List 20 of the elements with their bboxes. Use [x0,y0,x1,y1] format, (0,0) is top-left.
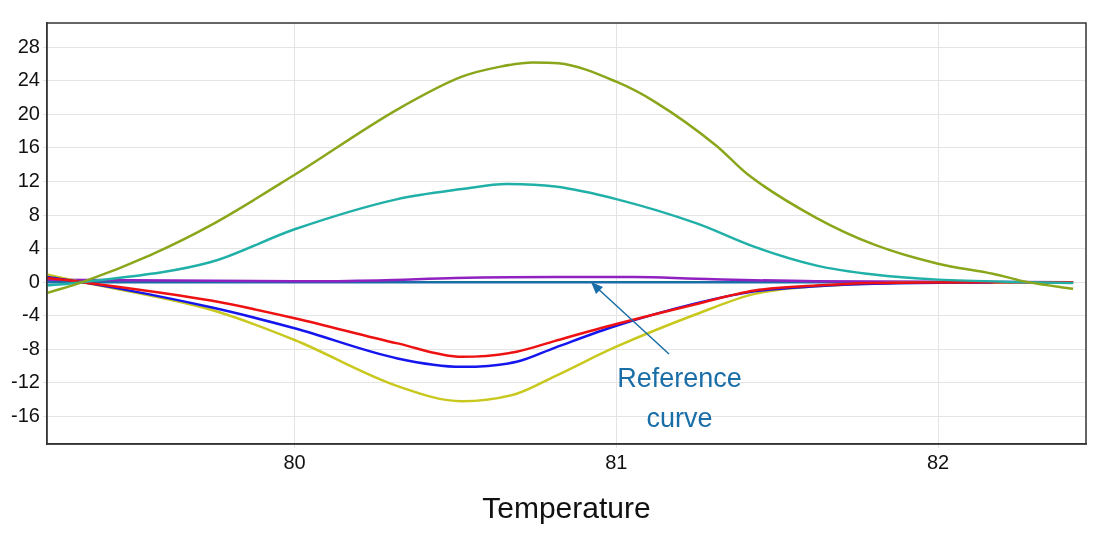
x-tick-label: 82 [926,450,950,473]
line-series [46,61,1075,295]
line-series [46,182,1075,287]
y-tick-label: -8 [22,336,40,359]
annotation: Reference curve [616,362,743,436]
y-tick-label: -12 [11,370,40,393]
y-tick-label: 12 [17,169,40,192]
y-tick-label: 28 [17,34,40,57]
line-series [46,276,1075,359]
y-tick-label: 0 [28,269,40,292]
y-tick-label: 16 [17,135,40,158]
y-tick-label: 4 [28,236,40,259]
y-tick-label: 8 [28,202,40,225]
y-tick-label: -4 [22,303,40,326]
y-tick-label: 20 [17,101,40,124]
x-tick-label: 80 [283,450,306,473]
y-tick-label: -16 [11,403,40,426]
y-tick-label: 24 [17,68,40,91]
x-axis-title: Temperature [482,491,651,525]
x-tick-label: 81 [605,450,628,473]
